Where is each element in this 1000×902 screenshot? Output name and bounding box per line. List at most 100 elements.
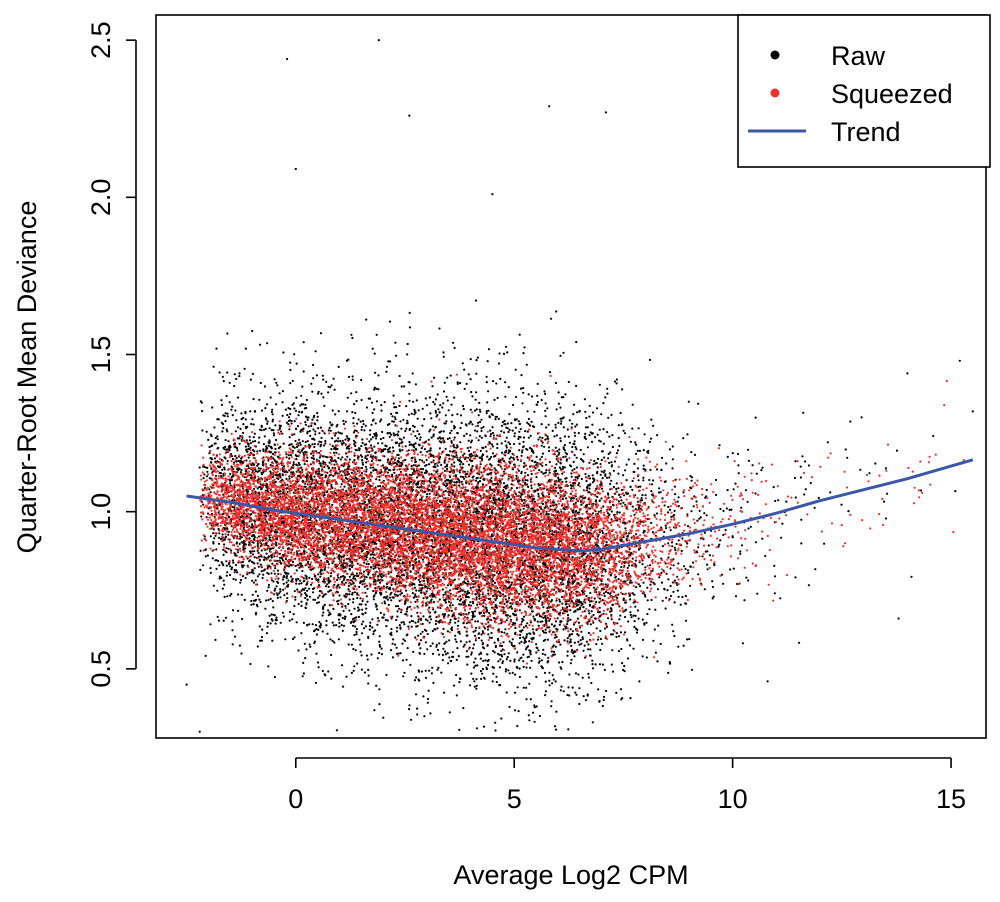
raw-point (572, 497, 575, 500)
raw-point (536, 382, 539, 385)
raw-point (436, 393, 439, 396)
raw-point (711, 585, 715, 589)
raw-point (278, 472, 281, 475)
raw-point (669, 594, 673, 598)
raw-point (467, 373, 470, 376)
raw-point (546, 638, 550, 641)
raw-point (395, 618, 398, 622)
raw-point (610, 461, 613, 464)
raw-point (473, 429, 477, 432)
raw-point (202, 503, 205, 506)
raw-point (652, 479, 655, 482)
raw-point (518, 659, 521, 662)
raw-point (400, 427, 403, 430)
raw-point (481, 672, 484, 675)
raw-point (357, 615, 360, 619)
raw-point (527, 436, 530, 439)
raw-point (654, 651, 658, 654)
raw-point (290, 471, 293, 474)
raw-point (371, 347, 374, 350)
raw-point (442, 351, 445, 354)
raw-point (397, 590, 400, 593)
raw-point (231, 609, 235, 612)
raw-point (361, 461, 364, 464)
raw-point (475, 372, 478, 375)
raw-point (365, 470, 368, 473)
raw-point (526, 645, 530, 648)
raw-point (773, 564, 776, 568)
raw-point (474, 629, 477, 632)
raw-point (418, 444, 421, 447)
raw-point (604, 570, 607, 573)
raw-point (442, 627, 445, 631)
raw-point (404, 613, 407, 616)
raw-point (247, 445, 250, 448)
raw-point (689, 486, 692, 489)
raw-point (281, 611, 284, 614)
raw-point (641, 618, 644, 621)
raw-point (551, 682, 554, 685)
raw-point (589, 537, 592, 540)
raw-point (544, 415, 547, 418)
raw-point (544, 628, 547, 631)
raw-point (360, 632, 364, 635)
raw-point (346, 455, 349, 458)
raw-point (400, 621, 403, 624)
raw-point (511, 556, 514, 559)
raw-point (266, 422, 269, 425)
raw-point (244, 412, 247, 415)
raw-point (446, 376, 449, 379)
raw-point (563, 435, 567, 438)
raw-point (405, 427, 408, 430)
raw-point (676, 500, 679, 503)
raw-point (477, 636, 481, 640)
raw-point (350, 613, 353, 616)
raw-point (337, 618, 341, 621)
raw-point (661, 599, 664, 602)
raw-point (460, 480, 463, 483)
raw-point (417, 409, 420, 412)
raw-point (656, 468, 659, 471)
raw-point (267, 586, 270, 589)
raw-point (276, 531, 279, 534)
raw-point (347, 584, 350, 588)
raw-point (629, 697, 632, 700)
raw-point (378, 478, 381, 482)
raw-point (522, 660, 525, 663)
raw-point (226, 430, 229, 433)
raw-point (362, 627, 366, 630)
raw-point (402, 675, 405, 678)
raw-point (445, 640, 448, 643)
raw-point (329, 421, 332, 424)
raw-point (458, 728, 461, 732)
raw-point (235, 377, 238, 381)
raw-point (616, 449, 620, 452)
raw-point (745, 576, 748, 579)
raw-point (479, 651, 482, 654)
raw-point (620, 565, 623, 569)
raw-point (625, 463, 628, 466)
raw-point (375, 437, 378, 440)
raw-point (281, 578, 284, 581)
raw-point (337, 576, 340, 579)
raw-point (564, 455, 567, 458)
raw-point (636, 609, 640, 612)
raw-point (475, 408, 478, 411)
raw-point (222, 579, 225, 582)
raw-point (475, 391, 478, 394)
raw-point (436, 648, 439, 652)
raw-point (247, 456, 250, 459)
raw-point (479, 670, 483, 673)
raw-point (202, 477, 205, 480)
raw-point (661, 456, 664, 459)
raw-point (267, 534, 271, 537)
raw-point (397, 434, 400, 437)
raw-point (605, 541, 608, 544)
raw-point (343, 617, 346, 621)
raw-point (297, 602, 300, 606)
raw-point (287, 416, 291, 419)
raw-point (594, 500, 597, 503)
raw-point (590, 681, 593, 685)
raw-point (243, 598, 246, 602)
raw-point (575, 340, 578, 344)
